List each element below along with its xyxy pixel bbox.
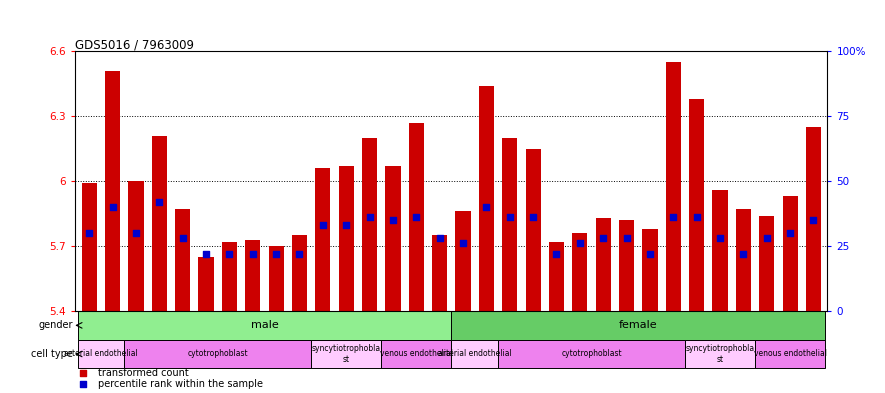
- Text: venous endothelial: venous endothelial: [754, 349, 827, 358]
- Text: arterial endothelial: arterial endothelial: [438, 349, 512, 358]
- Point: [175, 235, 189, 241]
- Bar: [782, 196, 797, 311]
- Bar: [81, 183, 96, 311]
- Bar: [292, 235, 307, 311]
- Point: [75, 370, 90, 376]
- Bar: [78, 340, 124, 368]
- Text: male: male: [250, 320, 278, 331]
- Bar: [685, 340, 755, 368]
- Point: [526, 214, 540, 220]
- Point: [643, 251, 657, 257]
- Bar: [573, 233, 588, 311]
- Point: [433, 235, 447, 241]
- Point: [550, 251, 564, 257]
- Bar: [806, 127, 821, 311]
- Point: [339, 222, 353, 228]
- Text: percentile rank within the sample: percentile rank within the sample: [98, 379, 263, 389]
- Bar: [456, 211, 471, 311]
- Point: [736, 251, 750, 257]
- Bar: [151, 136, 167, 311]
- Bar: [128, 181, 143, 311]
- Point: [783, 230, 797, 236]
- Point: [806, 217, 820, 223]
- Bar: [526, 149, 541, 311]
- Bar: [666, 62, 681, 311]
- Bar: [643, 229, 658, 311]
- Bar: [245, 240, 260, 311]
- Point: [199, 251, 213, 257]
- Bar: [362, 138, 377, 311]
- Point: [503, 214, 517, 220]
- Point: [596, 235, 611, 241]
- Bar: [549, 242, 564, 311]
- Point: [82, 230, 96, 236]
- Bar: [759, 216, 774, 311]
- Bar: [689, 99, 704, 311]
- Text: GDS5016 / 7963009: GDS5016 / 7963009: [75, 38, 194, 51]
- Point: [75, 381, 90, 387]
- Point: [573, 241, 587, 247]
- Text: syncytiotrophobla
st: syncytiotrophobla st: [686, 344, 755, 364]
- Bar: [268, 246, 284, 311]
- Bar: [78, 311, 451, 340]
- Text: cell type: cell type: [32, 349, 73, 359]
- Bar: [198, 257, 213, 311]
- Point: [129, 230, 143, 236]
- Bar: [755, 340, 825, 368]
- Bar: [409, 123, 424, 311]
- Text: venous endothelial: venous endothelial: [380, 349, 453, 358]
- Bar: [175, 209, 190, 311]
- Bar: [339, 166, 354, 311]
- Point: [363, 214, 377, 220]
- Point: [316, 222, 330, 228]
- Point: [292, 251, 306, 257]
- Bar: [432, 235, 447, 311]
- Point: [689, 214, 704, 220]
- Point: [105, 204, 119, 210]
- Bar: [498, 340, 685, 368]
- Point: [713, 235, 727, 241]
- Point: [456, 241, 470, 247]
- Text: cytotrophoblast: cytotrophoblast: [561, 349, 622, 358]
- Bar: [735, 209, 751, 311]
- Bar: [712, 190, 727, 311]
- Point: [222, 251, 236, 257]
- Bar: [502, 138, 518, 311]
- Point: [759, 235, 773, 241]
- Bar: [124, 340, 312, 368]
- Bar: [381, 340, 451, 368]
- Text: cytotrophoblast: cytotrophoblast: [188, 349, 248, 358]
- Bar: [619, 220, 635, 311]
- Bar: [222, 242, 237, 311]
- Bar: [596, 218, 611, 311]
- Text: arterial endothelial: arterial endothelial: [64, 349, 138, 358]
- Bar: [105, 71, 120, 311]
- Point: [409, 214, 423, 220]
- Point: [246, 251, 260, 257]
- Text: syncytiotrophobla
st: syncytiotrophobla st: [312, 344, 381, 364]
- Point: [480, 204, 494, 210]
- Point: [269, 251, 283, 257]
- Bar: [451, 311, 825, 340]
- Text: transformed count: transformed count: [98, 369, 189, 378]
- Bar: [385, 166, 401, 311]
- Bar: [312, 340, 381, 368]
- Text: female: female: [619, 320, 658, 331]
- Point: [386, 217, 400, 223]
- Text: gender: gender: [39, 320, 73, 331]
- Point: [152, 199, 166, 205]
- Bar: [479, 86, 494, 311]
- Point: [620, 235, 634, 241]
- Point: [666, 214, 681, 220]
- Bar: [451, 340, 498, 368]
- Bar: [315, 168, 330, 311]
